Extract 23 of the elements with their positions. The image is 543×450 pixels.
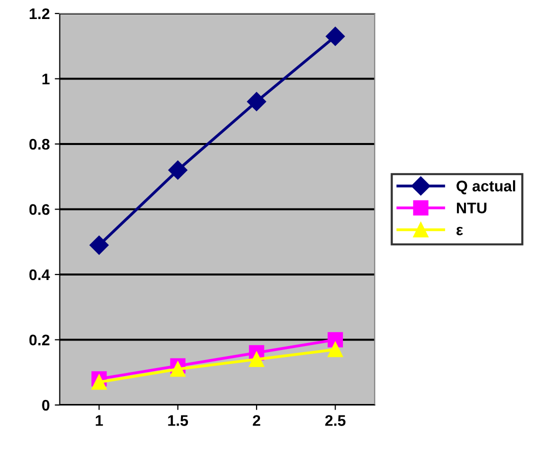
point xyxy=(248,352,264,367)
x-tick-label: 2.5 xyxy=(325,415,346,426)
point xyxy=(90,236,109,255)
point xyxy=(91,374,107,390)
y-tick-label: 1.2 xyxy=(30,8,50,20)
y-tick-label: 0.4 xyxy=(29,269,50,280)
legend-label: Q actual xyxy=(456,180,516,194)
x-tick-label: 2 xyxy=(252,415,260,426)
y-tick-label: 1 xyxy=(42,74,50,84)
point xyxy=(247,92,266,112)
point xyxy=(328,342,343,358)
point xyxy=(328,332,343,348)
x-tick-label: 1 xyxy=(96,415,103,426)
y-tick-label: 0 xyxy=(42,400,50,411)
y-tick-label: 0.2 xyxy=(29,334,50,346)
legend-label: NTU xyxy=(456,202,486,214)
legend-label: ε xyxy=(456,226,463,236)
y-tick-label: 0.8 xyxy=(29,138,50,150)
point xyxy=(170,361,186,377)
point xyxy=(326,26,345,46)
x-tick-label: 1.5 xyxy=(168,415,188,426)
y-tick-label: 0.6 xyxy=(29,204,50,215)
point xyxy=(168,160,188,180)
